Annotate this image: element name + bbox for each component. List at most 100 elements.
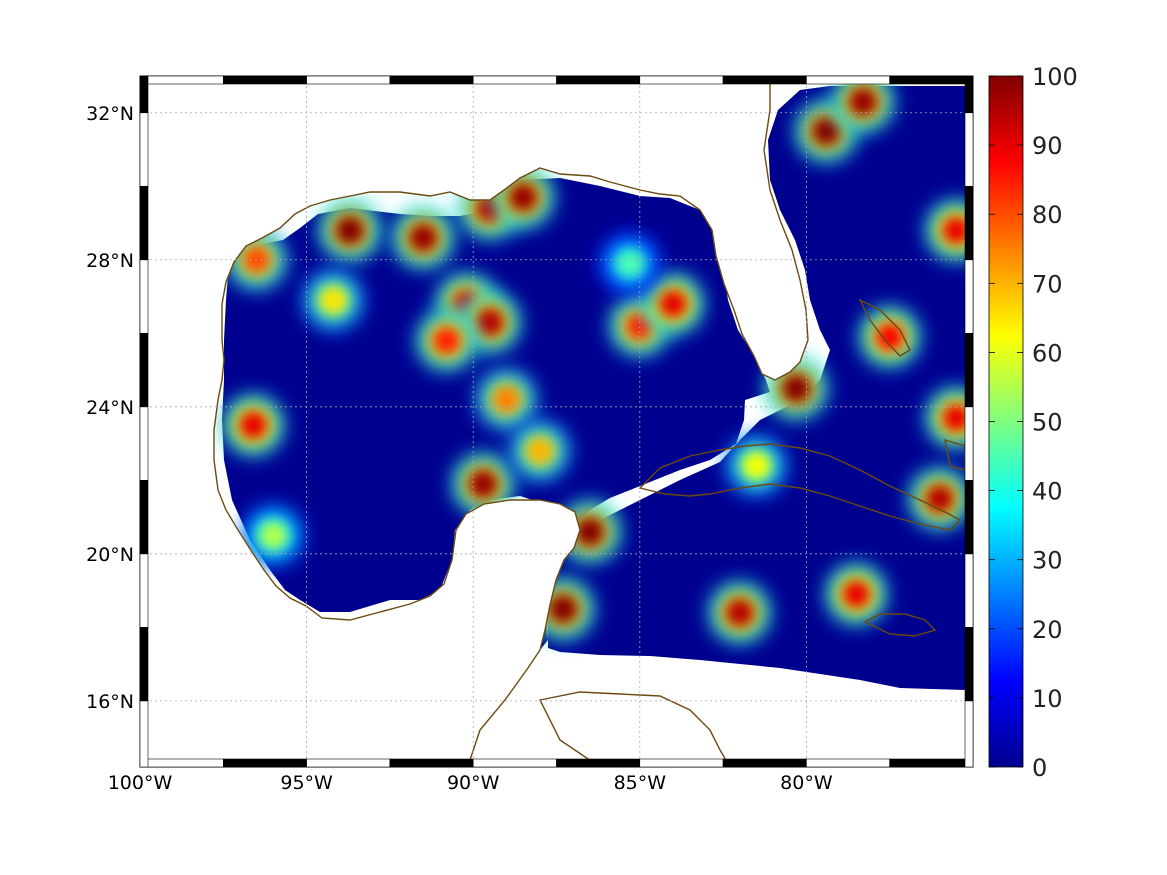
frame-segment-top bbox=[889, 75, 974, 85]
heatmap-core bbox=[469, 469, 498, 498]
frame-segment-bottom bbox=[556, 758, 641, 768]
colorbar-ticks: 0 10 20 30 40 50 60 70 80 90 100 bbox=[989, 63, 1078, 782]
colorbar-tick-label: 90 bbox=[1032, 132, 1063, 160]
frame-segment-left bbox=[139, 259, 149, 334]
frame-segment-top bbox=[139, 75, 224, 85]
heatmap-hotspots bbox=[223, 76, 973, 643]
frame-segment-right bbox=[964, 406, 974, 481]
heatmap-core bbox=[942, 216, 971, 245]
frame-segment-top bbox=[806, 75, 891, 85]
frame-segment-left bbox=[139, 700, 149, 768]
lat-tick-label: 20°N bbox=[86, 544, 134, 566]
heatmap-core bbox=[849, 87, 878, 116]
lon-tick-label: 90°W bbox=[447, 772, 500, 794]
frame-segment-left bbox=[139, 332, 149, 408]
frame-segment-right bbox=[964, 553, 974, 628]
lon-tick-label: 85°W bbox=[614, 772, 667, 794]
land-central-america bbox=[538, 691, 731, 767]
frame-segment-top bbox=[472, 75, 557, 85]
frame-segment-right bbox=[964, 75, 974, 114]
heatmap-core bbox=[842, 580, 871, 609]
heatmap-core bbox=[319, 286, 348, 315]
heatmap-core bbox=[259, 521, 288, 550]
frame-segment-top bbox=[556, 75, 641, 85]
land-bahamas bbox=[858, 298, 911, 357]
heatmap-core bbox=[335, 216, 364, 245]
heatmap-core bbox=[475, 308, 504, 337]
frame-segment-right bbox=[964, 259, 974, 334]
heatmap-core bbox=[492, 385, 521, 414]
heatmap-core bbox=[742, 451, 771, 480]
frame-segment-bottom bbox=[306, 758, 391, 768]
frame-segment-bottom bbox=[223, 758, 307, 768]
frame-segment-right bbox=[964, 112, 974, 187]
lat-tick-label: 28°N bbox=[86, 250, 134, 272]
heatmap-core bbox=[549, 594, 578, 623]
map-frame bbox=[139, 75, 974, 768]
heatmap-core bbox=[659, 289, 688, 318]
heatmap-core bbox=[615, 249, 644, 278]
frame-segment-right bbox=[964, 480, 974, 555]
heatmap-core bbox=[625, 311, 654, 340]
frame-segment-left bbox=[139, 75, 149, 114]
colorbar-tick-label: 10 bbox=[1032, 685, 1063, 713]
graticule-grid bbox=[140, 76, 973, 767]
land-masses bbox=[140, 76, 966, 767]
caribbean-ocean-field bbox=[548, 86, 965, 690]
frame-segment-left bbox=[139, 185, 149, 261]
frame-segment-left bbox=[139, 406, 149, 481]
heatmap-core bbox=[409, 223, 438, 252]
frame-segment-top bbox=[389, 75, 474, 85]
lon-tick-label: 80°W bbox=[780, 772, 833, 794]
heatmap-core bbox=[575, 517, 604, 546]
frame-segment-bottom bbox=[139, 758, 224, 768]
longitude-tick-labels: 100°W 95°W 90°W 85°W 80°W bbox=[108, 772, 833, 794]
land-jamaica bbox=[863, 613, 937, 637]
colorbar-tick-label: 70 bbox=[1032, 270, 1063, 298]
frame-segment-right bbox=[964, 627, 974, 702]
frame-segment-left bbox=[139, 627, 149, 702]
frame-segment-right bbox=[964, 332, 974, 408]
colorbar-tick-label: 20 bbox=[1032, 616, 1063, 644]
frame-segment-bottom bbox=[472, 758, 557, 768]
heatmap-core bbox=[432, 326, 461, 355]
colorbar-tick-label: 30 bbox=[1032, 547, 1063, 575]
colorbar-tick-label: 80 bbox=[1032, 201, 1063, 229]
lon-tick-label: 95°W bbox=[280, 772, 333, 794]
frame-segment-top bbox=[722, 75, 807, 85]
heatmap-core bbox=[812, 117, 841, 146]
colorbar-tick-label: 50 bbox=[1032, 409, 1063, 437]
land-us-mexico bbox=[140, 76, 809, 767]
frame-segment-bottom bbox=[389, 758, 474, 768]
map-area bbox=[140, 76, 973, 767]
heatmap-core bbox=[942, 403, 971, 432]
frame-segment-left bbox=[139, 553, 149, 628]
heatmap-core bbox=[239, 411, 268, 440]
colorbar-tick-label: 0 bbox=[1032, 754, 1047, 782]
heatmap-core bbox=[925, 484, 954, 513]
frame-segment-bottom bbox=[806, 758, 891, 768]
lon-tick-label: 100°W bbox=[108, 772, 173, 794]
heatmap-core bbox=[725, 598, 754, 627]
heatmap-core bbox=[875, 322, 904, 351]
frame-segment-left bbox=[139, 480, 149, 555]
frame-segment-top bbox=[306, 75, 391, 85]
lat-tick-label: 24°N bbox=[86, 397, 134, 419]
lat-tick-label: 32°N bbox=[86, 103, 134, 125]
heatmap-core bbox=[509, 183, 538, 212]
frame-segment-right bbox=[964, 185, 974, 261]
colorbar: 0 10 20 30 40 50 60 70 80 90 100 bbox=[988, 63, 1078, 782]
latitude-tick-labels: 16°N 20°N 24°N 28°N 32°N bbox=[86, 103, 134, 713]
heatmap-core bbox=[782, 374, 811, 403]
land-cuba bbox=[638, 443, 962, 531]
frame-segment-bottom bbox=[722, 758, 807, 768]
colorbar-tick-label: 60 bbox=[1032, 339, 1063, 367]
frame-segment-left bbox=[139, 112, 149, 187]
lat-tick-label: 16°N bbox=[86, 691, 134, 713]
colorbar-tick-label: 40 bbox=[1032, 478, 1063, 506]
frame-segment-top bbox=[223, 75, 307, 85]
heatmap-core bbox=[525, 436, 554, 465]
colorbar-tick-label: 100 bbox=[1032, 63, 1078, 91]
frame-segment-bottom bbox=[889, 758, 974, 768]
